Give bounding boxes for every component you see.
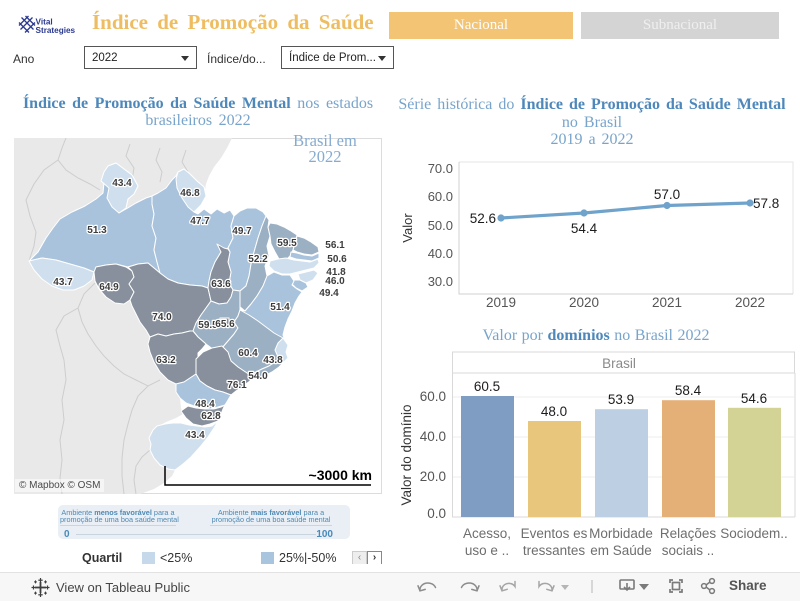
svg-text:54.6: 54.6 (741, 391, 767, 406)
svg-text:Valor do domínio: Valor do domínio (400, 404, 414, 505)
svg-text:49.4: 49.4 (319, 288, 339, 299)
svg-text:60.4: 60.4 (238, 348, 258, 359)
svg-text:62.8: 62.8 (201, 411, 221, 422)
svg-text:52.6: 52.6 (470, 211, 496, 226)
svg-text:uso e ..: uso e .. (465, 543, 509, 558)
svg-text:57.8: 57.8 (753, 196, 779, 211)
svg-text:0.0: 0.0 (427, 506, 446, 521)
svg-text:74.0: 74.0 (152, 312, 172, 323)
svg-text:em Saúde: em Saúde (590, 543, 652, 558)
svg-text:Relações: Relações (660, 526, 717, 541)
svg-text:2020: 2020 (569, 295, 599, 310)
svg-text:40.0: 40.0 (420, 429, 446, 444)
svg-text:49.7: 49.7 (232, 226, 252, 237)
svg-text:70.0: 70.0 (428, 161, 453, 176)
svg-text:60.0: 60.0 (428, 189, 453, 204)
svg-text:2022: 2022 (735, 295, 765, 310)
svg-text:54.4: 54.4 (571, 221, 598, 236)
svg-text:48.4: 48.4 (195, 399, 215, 410)
svg-text:76.1: 76.1 (227, 380, 247, 391)
svg-text:48.0: 48.0 (541, 404, 567, 419)
svg-text:46.0: 46.0 (325, 276, 345, 287)
svg-text:Acesso,: Acesso, (463, 526, 511, 541)
svg-text:Eventos es: Eventos es (521, 526, 588, 541)
svg-text:63.2: 63.2 (156, 355, 176, 366)
svg-text:60.0: 60.0 (420, 389, 446, 404)
svg-text:43.8: 43.8 (263, 355, 283, 366)
svg-text:59.5: 59.5 (277, 238, 297, 249)
svg-text:58.4: 58.4 (675, 383, 702, 398)
svg-text:Vital: Vital (36, 18, 53, 27)
svg-text:63.6: 63.6 (211, 279, 231, 290)
svg-text:43.7: 43.7 (53, 277, 73, 288)
svg-text:Valor: Valor (400, 213, 415, 243)
svg-text:20.0: 20.0 (420, 469, 446, 484)
svg-text:sociais ..: sociais .. (662, 543, 715, 558)
svg-text:57.0: 57.0 (654, 187, 680, 202)
svg-text:43.4: 43.4 (185, 430, 205, 441)
svg-text:30.0: 30.0 (428, 274, 453, 289)
svg-text:40.0: 40.0 (428, 246, 453, 261)
svg-text:64.9: 64.9 (99, 282, 119, 293)
svg-text:Brasil: Brasil (602, 356, 636, 371)
svg-text:60.5: 60.5 (474, 379, 500, 394)
svg-text:Sociodem..: Sociodem.. (720, 526, 788, 541)
svg-text:~3000 km: ~3000 km (309, 467, 372, 483)
svg-text:43.4: 43.4 (112, 178, 132, 189)
svg-text:Morbidade: Morbidade (589, 526, 653, 541)
svg-text:2019: 2019 (486, 295, 516, 310)
svg-text:50.0: 50.0 (428, 218, 453, 233)
svg-text:47.7: 47.7 (190, 216, 210, 227)
svg-text:52.2: 52.2 (248, 254, 268, 265)
svg-text:59.5: 59.5 (198, 320, 218, 331)
svg-text:51.3: 51.3 (87, 225, 107, 236)
svg-text:50.6: 50.6 (327, 254, 347, 265)
svg-text:41.8: 41.8 (326, 267, 346, 278)
svg-text:51.4: 51.4 (270, 302, 290, 313)
svg-text:46.8: 46.8 (180, 188, 200, 199)
svg-text:tressantes: tressantes (523, 543, 586, 558)
svg-text:Strategies: Strategies (36, 26, 76, 35)
svg-text:56.1: 56.1 (325, 240, 345, 251)
svg-text:65.6: 65.6 (215, 319, 235, 330)
svg-text:2021: 2021 (652, 295, 682, 310)
svg-text:54.0: 54.0 (248, 371, 268, 382)
svg-text:53.9: 53.9 (608, 392, 634, 407)
